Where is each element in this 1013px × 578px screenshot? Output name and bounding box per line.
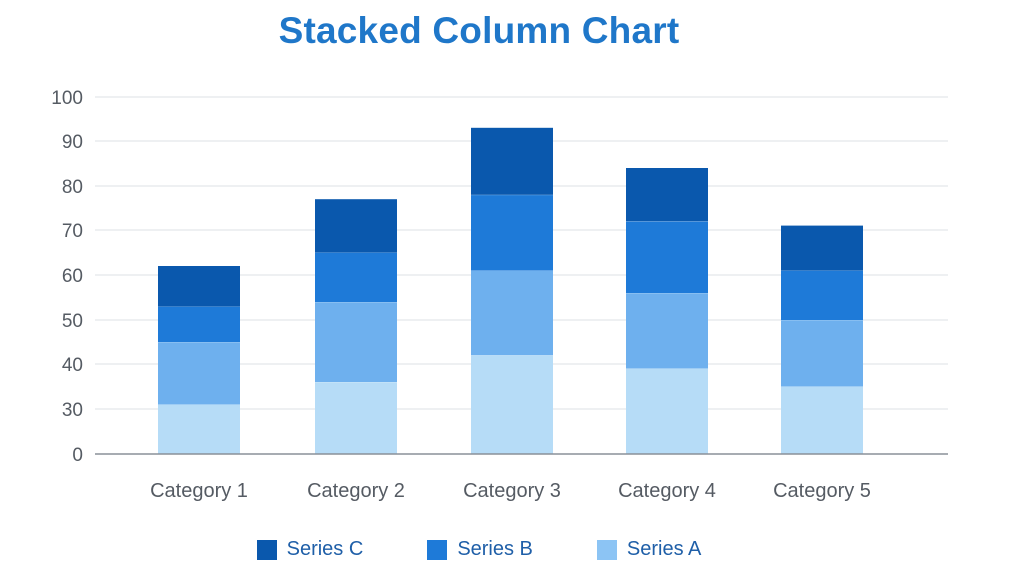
legend-label: Series A — [626, 538, 702, 560]
x-category-label: Category 2 — [307, 480, 405, 502]
legend-item: Series A — [596, 538, 702, 561]
bar-segment — [158, 266, 240, 307]
bar-segment — [315, 382, 397, 454]
bar-segment — [315, 252, 397, 302]
chart-title: Stacked Column Chart — [278, 10, 680, 51]
legend-swatch — [427, 539, 448, 560]
bar-segment — [626, 221, 708, 293]
bar-segment — [781, 386, 863, 454]
x-category-label: Category 3 — [463, 480, 561, 502]
bar-segment — [158, 342, 240, 405]
bar-segment — [158, 306, 240, 342]
y-tick-label: 40 — [62, 355, 83, 376]
bar-segment — [471, 270, 553, 356]
x-category-label: Category 5 — [773, 480, 871, 502]
y-tick-label: 90 — [62, 132, 83, 153]
y-tick-label: 70 — [62, 221, 83, 242]
bar-segment — [471, 355, 553, 454]
chart-legend: Series C Series B Series A — [0, 538, 958, 561]
y-tick-label: 0 — [72, 445, 83, 466]
legend-item: Series B — [427, 538, 533, 561]
x-category-label: Category 1 — [150, 480, 248, 502]
bar-segment — [471, 194, 553, 271]
legend-label: Series B — [457, 538, 533, 560]
y-tick-label: 30 — [62, 400, 83, 421]
bar-segment — [471, 127, 553, 195]
legend-swatch — [256, 539, 277, 560]
x-category-label: Category 4 — [618, 480, 716, 502]
bar-segment — [781, 270, 863, 320]
bar-segment — [626, 293, 708, 369]
bar-segment — [626, 168, 708, 222]
legend-item: Series C — [256, 538, 364, 561]
bar-segment — [781, 225, 863, 271]
bar-segment — [315, 199, 397, 253]
bar-segment — [781, 320, 863, 387]
y-tick-label: 60 — [62, 266, 83, 287]
legend-label: Series C — [286, 538, 364, 560]
bar-segment — [626, 368, 708, 454]
bar-segment — [158, 404, 240, 454]
y-tick-label: 50 — [62, 311, 83, 332]
bar-segment — [315, 302, 397, 382]
y-tick-label: 80 — [62, 177, 83, 198]
y-tick-label: 100 — [51, 88, 83, 109]
legend-swatch — [596, 539, 617, 560]
